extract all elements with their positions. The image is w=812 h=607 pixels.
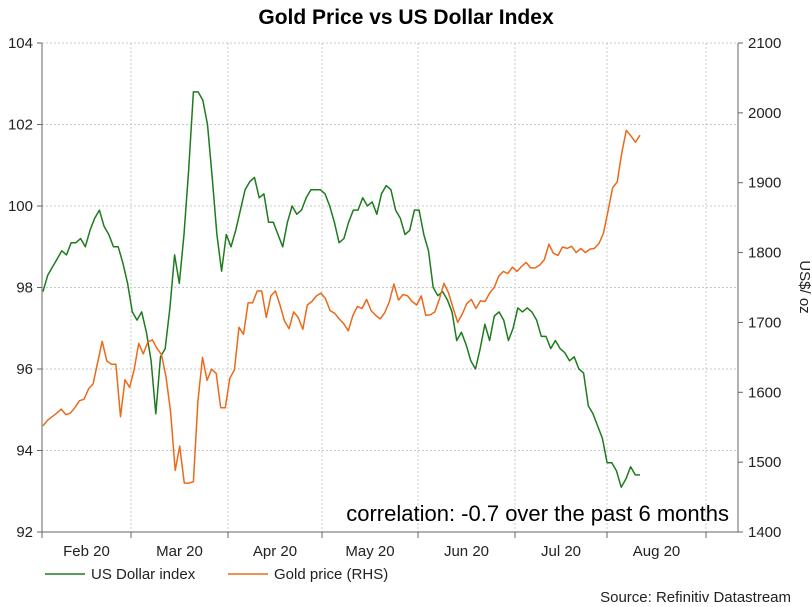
y-left-tick-label: 94	[16, 443, 33, 460]
x-tick-label: Jul 20	[541, 543, 581, 560]
series	[42, 91, 641, 488]
correlation-annotation: correlation: -0.7 over the past 6 months	[346, 501, 729, 526]
x-tick-label: Jun 20	[444, 543, 489, 560]
y-right-tick-label: 1900	[748, 175, 781, 192]
y-right-tick-label: 2000	[748, 105, 781, 122]
legend-label: US Dollar index	[91, 566, 196, 583]
tick-labels: 104 102 100 98 96 94 92 2100 2000 1900 1800 1700 160…	[8, 35, 781, 560]
y-left-tick-label: 102	[8, 117, 33, 134]
y-right-tick-label: 1700	[748, 314, 781, 331]
y-right-tick-label: 1400	[748, 524, 781, 541]
y-left-tick-label: 98	[16, 280, 33, 297]
x-tick-label: May 20	[345, 543, 394, 560]
gridlines	[41, 42, 738, 533]
series-line-us-dollar-index	[42, 91, 640, 488]
series-line-gold-price-rhs	[42, 129, 641, 484]
y-right-tick-label: 2100	[748, 35, 781, 52]
y-left-tick-label: 100	[8, 198, 33, 215]
y-right-tick-label: 1800	[748, 245, 781, 262]
x-tick-label: Feb 20	[63, 543, 110, 560]
y-axis-right-label: US$/ oz	[796, 260, 812, 313]
chart-title: Gold Price vs US Dollar Index	[258, 6, 554, 29]
legend-label: Gold price (RHS)	[274, 566, 388, 583]
x-tick-label: Apr 20	[253, 543, 297, 560]
x-tick-label: Mar 20	[156, 543, 203, 560]
y-left-tick-label: 92	[16, 524, 33, 541]
y-left-tick-label: 96	[16, 361, 33, 378]
y-left-tick-label: 104	[8, 35, 33, 52]
x-tick-label: Aug 20	[633, 543, 681, 560]
legend: US Dollar index Gold price (RHS)	[45, 566, 388, 583]
y-right-tick-label: 1500	[748, 454, 781, 471]
y-right-tick-label: 1600	[748, 384, 781, 401]
source-note: Source: Refinitiv Datastream	[600, 589, 791, 606]
